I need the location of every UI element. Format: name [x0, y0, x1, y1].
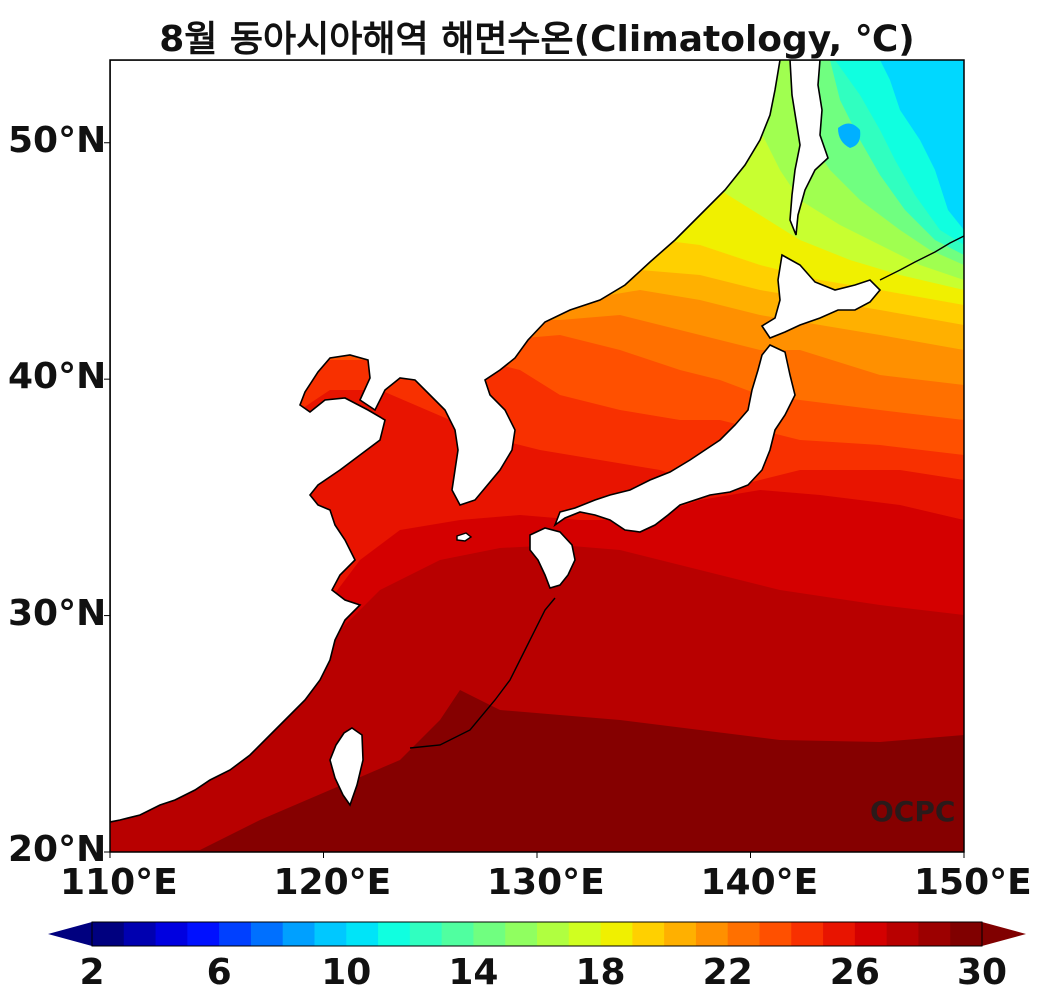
land-taiwan	[329, 727, 364, 807]
land-sakhalin	[789, 60, 829, 236]
colorbar-cell	[727, 922, 760, 946]
colorbar-cell	[409, 922, 443, 946]
land-kuril-islands	[879, 235, 964, 281]
colorbar-tick-label: 6	[206, 952, 232, 993]
colorbar-cell	[537, 922, 570, 946]
lon-tick-label: 120°E	[273, 862, 392, 903]
land-asia	[110, 60, 781, 823]
lon-tick-label: 150°E	[914, 862, 1032, 903]
lat-tickmarks	[104, 142, 110, 853]
lat-tick-label: 40°N	[8, 356, 107, 398]
lon-tick-label: 130°E	[487, 862, 605, 903]
colorbar-tick-label: 22	[702, 952, 753, 993]
colorbar-cell	[950, 922, 983, 946]
colorbar-cell	[250, 922, 284, 946]
colorbar-tick-label: 26	[829, 952, 880, 993]
colorbar-cell	[759, 922, 792, 946]
colorbar-outline	[91, 921, 983, 947]
sst-band-11	[880, 60, 964, 230]
colorbar-tick-label: 30	[956, 952, 1008, 993]
land-japan-hokkaido	[760, 253, 882, 339]
land-ryukyu-islands	[409, 597, 556, 749]
ocpc-watermark: OCPC	[870, 795, 956, 828]
colorbar-cell	[505, 922, 538, 946]
colorbar-cell	[123, 922, 157, 946]
lon-tick-label: 110°E	[60, 862, 178, 903]
lat-tick-label: 50°N	[8, 119, 107, 161]
sst-field	[110, 60, 964, 852]
colorbar-under-triangle	[48, 922, 92, 946]
colorbar-cell	[632, 922, 665, 946]
colorbar-cell	[187, 922, 220, 946]
land-jeju	[456, 532, 473, 542]
colorbar-cell	[473, 922, 506, 946]
colorbar-cell	[378, 922, 411, 946]
land-japan-honshu	[553, 344, 796, 533]
colorbar-tick-label: 14	[448, 952, 499, 993]
colorbar-cell	[886, 922, 919, 946]
land-kyushu-shikoku	[529, 527, 576, 589]
colorbar-cell	[600, 922, 633, 946]
colorbar-cell	[441, 922, 474, 946]
colorbar-cell	[568, 922, 602, 946]
colorbar-cell	[695, 922, 729, 946]
colorbar-cell	[282, 922, 315, 946]
lat-tick-label: 20°N	[8, 829, 107, 870]
colorbar-cell	[219, 922, 252, 946]
lon-tickmarks	[109, 852, 965, 858]
colorbar-cell	[92, 922, 125, 946]
colorbar-cell	[918, 922, 951, 946]
colorbar-cell	[314, 922, 347, 946]
colorbar-tick-label: 18	[575, 952, 626, 993]
colorbar-cell	[791, 922, 824, 946]
lon-tick-label: 140°E	[700, 862, 819, 903]
colorbar-cell	[155, 922, 188, 946]
colorbar-cell	[664, 922, 697, 946]
colorbar-over-triangle	[982, 922, 1026, 946]
colorbar-cells	[92, 922, 983, 946]
colorbar-tick-label: 10	[321, 952, 372, 993]
lat-tick-label: 30°N	[8, 592, 107, 634]
colorbar-tick-label: 2	[79, 952, 105, 993]
colorbar-cell	[346, 922, 379, 946]
map-title: 8월 동아시아해역 해면수온(Climatology, ℃)	[159, 19, 915, 60]
colorbar-cell	[823, 922, 856, 946]
colorbar-cell	[854, 922, 888, 946]
sst-band-10	[838, 123, 861, 148]
